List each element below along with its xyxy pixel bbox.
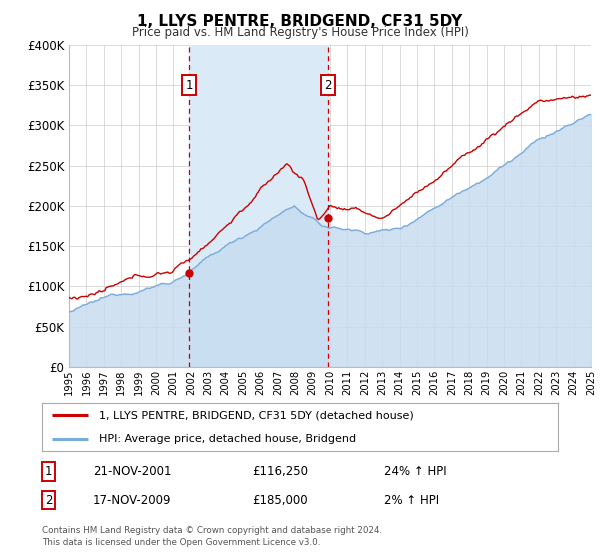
- Bar: [189, 45, 328, 367]
- Text: 2: 2: [324, 78, 332, 91]
- Text: 2% ↑ HPI: 2% ↑ HPI: [384, 493, 439, 507]
- Text: £116,250: £116,250: [252, 465, 308, 478]
- Text: £185,000: £185,000: [252, 493, 308, 507]
- Text: 1: 1: [185, 78, 193, 91]
- Text: 1, LLYS PENTRE, BRIDGEND, CF31 5DY (detached house): 1, LLYS PENTRE, BRIDGEND, CF31 5DY (deta…: [99, 410, 413, 420]
- Text: 17-NOV-2009: 17-NOV-2009: [93, 493, 172, 507]
- Text: 24% ↑ HPI: 24% ↑ HPI: [384, 465, 446, 478]
- Text: 1, LLYS PENTRE, BRIDGEND, CF31 5DY: 1, LLYS PENTRE, BRIDGEND, CF31 5DY: [137, 14, 463, 29]
- Text: Contains HM Land Registry data © Crown copyright and database right 2024.: Contains HM Land Registry data © Crown c…: [42, 526, 382, 535]
- Text: 2: 2: [45, 493, 53, 507]
- Text: Price paid vs. HM Land Registry's House Price Index (HPI): Price paid vs. HM Land Registry's House …: [131, 26, 469, 39]
- Text: This data is licensed under the Open Government Licence v3.0.: This data is licensed under the Open Gov…: [42, 538, 320, 547]
- Text: 21-NOV-2001: 21-NOV-2001: [93, 465, 172, 478]
- Text: 1: 1: [45, 465, 53, 478]
- Text: HPI: Average price, detached house, Bridgend: HPI: Average price, detached house, Brid…: [99, 434, 356, 444]
